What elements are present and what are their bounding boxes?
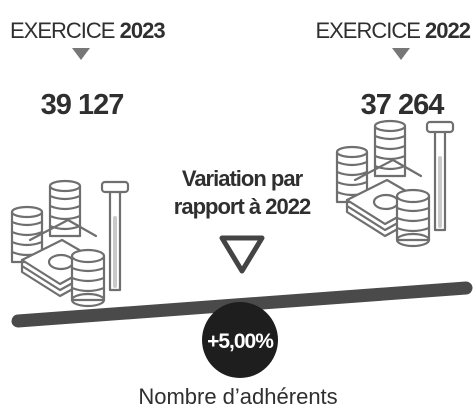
- right-arrow: [392, 48, 410, 60]
- variation-line: rapport à 2022: [174, 194, 311, 219]
- right-money-icon: [337, 121, 453, 246]
- badge-text: +5,00%: [207, 330, 274, 353]
- right-year: 2022: [425, 18, 471, 43]
- right-heading: EXERCICE 2022: [315, 18, 470, 43]
- variation-arrow: [222, 238, 262, 271]
- infographic: EXERCICE 2023 39 127 EXERCICE 2022 37 26…: [0, 0, 476, 415]
- left-money-icon: [12, 181, 128, 306]
- left-label: EXERCICE: [10, 18, 115, 43]
- left-arrow: [72, 48, 90, 60]
- right-value: 37 264: [361, 89, 445, 121]
- left-year: 2023: [120, 18, 166, 43]
- right-label: EXERCICE: [315, 18, 420, 43]
- variation-line: Variation par: [182, 166, 304, 191]
- page: {"left": {"label": "EXERCICE", "year": "…: [0, 0, 476, 415]
- left-value: 39 127: [41, 89, 124, 121]
- left-heading: EXERCICE 2023: [10, 18, 165, 43]
- footer: Nombre d’adhérents: [138, 384, 337, 409]
